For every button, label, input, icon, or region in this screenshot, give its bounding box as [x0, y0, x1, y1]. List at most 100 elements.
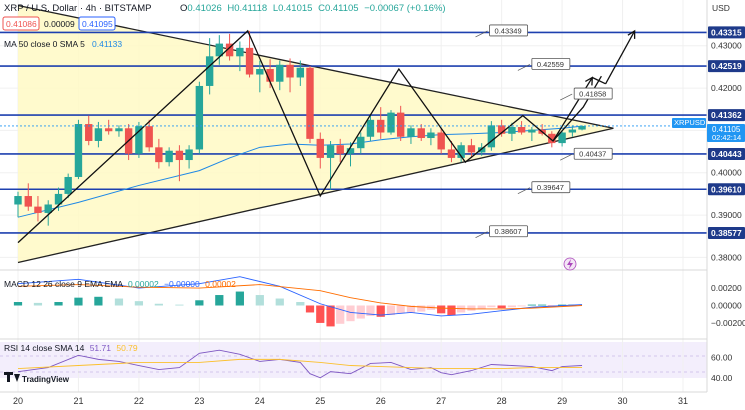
candle — [54, 187, 63, 211]
macd-signal-value: 0.00002 — [205, 279, 236, 289]
candle-body — [266, 69, 274, 82]
candle-body — [215, 43, 224, 57]
candle-body — [487, 125, 496, 148]
level-price-label: 0.39610 — [708, 183, 745, 196]
candle — [155, 138, 163, 169]
macd-histogram-bar — [114, 298, 124, 306]
level-label-text: 0.39610 — [711, 184, 742, 194]
x-tick-label: 26 — [376, 396, 386, 406]
candle-body — [225, 43, 234, 57]
annotation-text: 0.42559 — [537, 60, 564, 69]
candle-body — [528, 129, 536, 133]
triangle-upper-trendline — [17, 4, 614, 129]
bid-box[interactable] — [2, 16, 40, 31]
candle — [336, 138, 344, 163]
candle-body — [54, 193, 63, 205]
candle — [14, 191, 22, 218]
macd-histogram-bar — [507, 305, 517, 308]
candle — [195, 81, 204, 154]
candle — [85, 115, 93, 146]
tradingview-logo-icon — [4, 372, 20, 382]
macd-histogram-value: 0.00002 — [128, 279, 159, 289]
ma-indicator-label[interactable]: MA 50 close 0 SMA 5 — [4, 39, 85, 49]
candle — [508, 122, 516, 141]
annotation-text: 0.39647 — [537, 183, 564, 192]
candles — [14, 30, 586, 226]
price-annotation: 0.43349 — [475, 24, 528, 38]
macd-histogram-bar — [447, 305, 456, 316]
price-axis-ticks[interactable]: 0.43315 0.42519 0.41362 0.40443 0.39610 0.385… — [708, 26, 745, 262]
macd-histogram-bar — [326, 305, 335, 327]
rsi-tick-label: 40.00 — [711, 373, 733, 383]
x-tick-label: 31 — [678, 396, 688, 406]
rsi-sma-value: 50.79 — [116, 343, 138, 353]
candle-body — [24, 196, 32, 207]
macd-histogram-bar — [215, 295, 224, 306]
ohlc-change: −0.00067 (+0.16%) — [364, 3, 445, 14]
candle — [578, 125, 586, 131]
candle-body — [135, 126, 143, 154]
candle-body — [94, 128, 103, 141]
candle-body — [316, 138, 324, 158]
rsi-legend[interactable]: RSI 14 close SMA 14 51.71 50.79 — [4, 343, 138, 353]
ask-price: 0.41095 — [82, 19, 113, 29]
price-annotations: 0.43349 0.42559 0.41858 0.40437 0.39647 0.386… — [475, 24, 613, 239]
level-label-text: 0.38577 — [711, 228, 742, 238]
candle — [467, 138, 476, 158]
candle — [74, 119, 83, 180]
candle-body — [185, 149, 193, 161]
candle-body — [457, 145, 465, 158]
candle — [357, 132, 365, 154]
macd-histogram-bar — [175, 304, 184, 306]
level-label-box — [708, 109, 745, 122]
candle — [387, 110, 395, 135]
candle — [115, 125, 123, 137]
x-axis-ticks: 20 21 22 23 24 25 26 27 28 29 30 31 — [13, 396, 688, 406]
ma-indicator-value: 0.41133 — [92, 39, 122, 49]
annotation-text: 0.40437 — [579, 150, 606, 159]
zigzag-wave-line — [17, 29, 602, 244]
current-price-symbol: XRPUSD — [674, 118, 706, 127]
candle-body — [44, 204, 52, 213]
annotation-leader — [560, 93, 573, 101]
level-label-text: 0.40443 — [711, 149, 742, 159]
macd-histogram-bar — [154, 303, 163, 306]
level-price-label: 0.42519 — [708, 60, 745, 73]
candle — [568, 125, 577, 137]
triangle-pattern-fill — [18, 5, 614, 263]
macd-histogram-bar — [386, 305, 396, 316]
price-tick-label: 0.40000 — [711, 168, 742, 178]
macd-histogram-bar — [255, 295, 264, 306]
candle-body — [236, 47, 244, 57]
rsi-label: RSI 14 close SMA 14 — [4, 343, 85, 353]
ask-box[interactable] — [78, 16, 116, 31]
annotation-box — [573, 147, 613, 160]
candle-body — [296, 67, 305, 78]
candle-body — [467, 145, 476, 153]
x-tick-label: 20 — [13, 396, 23, 406]
candle — [306, 66, 314, 144]
candle — [558, 130, 566, 147]
rsi-tick-label: 60.00 — [711, 352, 733, 362]
x-tick-label: 27 — [436, 396, 446, 406]
macd-signal-line — [17, 284, 583, 310]
macd-histogram-bar — [417, 305, 426, 312]
candle-body — [508, 127, 516, 134]
tradingview-logo[interactable]: TradingView — [4, 372, 70, 384]
annotation-box — [531, 57, 571, 70]
x-tick-label: 29 — [557, 396, 567, 406]
candle — [34, 196, 42, 222]
candle-body — [578, 125, 586, 130]
macd-histogram-bar — [13, 302, 23, 306]
level-label-box — [708, 147, 745, 160]
candle-body — [85, 124, 93, 141]
candle-body — [155, 147, 163, 163]
candle-body — [548, 133, 556, 144]
macd-legend[interactable]: MACD 12 26 close 9 EMA EMA 0.00002 −0.00… — [4, 279, 236, 289]
annotation-text: 0.38607 — [495, 227, 522, 236]
candle-body — [286, 64, 294, 78]
flash-icon[interactable] — [563, 257, 577, 271]
candle — [296, 60, 305, 86]
annotation-box — [489, 24, 528, 37]
